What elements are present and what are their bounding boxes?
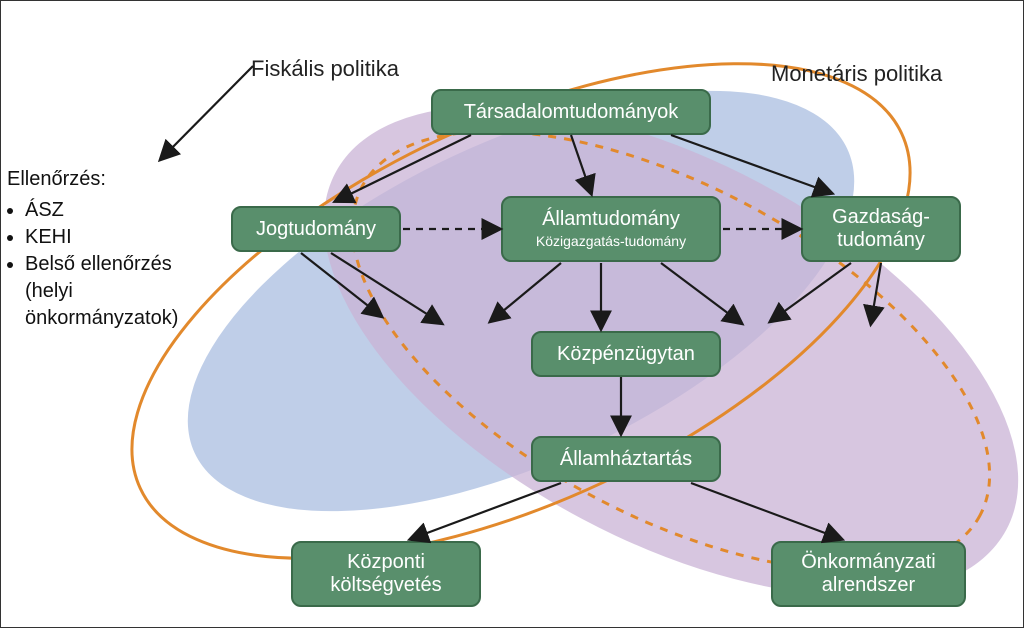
side-item: Belső ellenőrzés (helyi önkormányzatok)	[25, 251, 217, 332]
node-onkormanyzati: Önkormányzati alrendszer	[771, 541, 966, 607]
node-label: Jogtudomány	[256, 218, 376, 241]
label-fiscal: Fiskális politika	[251, 56, 399, 82]
node-label: Központi költségvetés	[330, 551, 441, 597]
label-monetary: Monetáris politika	[771, 61, 942, 87]
side-title: Ellenőrzés:	[7, 166, 217, 193]
node-label: Államtudomány	[542, 208, 680, 231]
node-gazdasag: Gazdaság- tudomány	[801, 196, 961, 262]
side-item: ÁSZ	[25, 197, 217, 224]
node-label: Önkormányzati alrendszer	[801, 551, 936, 597]
node-tarsadalom: Társadalomtudományok	[431, 89, 711, 135]
side-items: ÁSZ KEHI Belső ellenőrzés (helyi önkormá…	[25, 197, 217, 332]
node-sublabel: Közigazgatás-tudomány	[536, 233, 686, 249]
side-item: KEHI	[25, 224, 217, 251]
side-control-list: Ellenőrzés: ÁSZ KEHI Belső ellenőrzés (h…	[7, 166, 217, 332]
node-allamhaz: Államháztartás	[531, 436, 721, 482]
node-label: Társadalomtudományok	[464, 101, 679, 124]
node-label: Államháztartás	[560, 448, 692, 471]
node-label: Közpénzügytan	[557, 343, 695, 366]
node-kozponti: Központi költségvetés	[291, 541, 481, 607]
node-allamtudomany: Államtudomány Közigazgatás-tudomány	[501, 196, 721, 262]
node-kozpenzugy: Közpénzügytan	[531, 331, 721, 377]
node-label: Gazdaság- tudomány	[832, 206, 930, 252]
node-jogtudomany: Jogtudomány	[231, 206, 401, 252]
diagram-canvas: Fiskális politika Monetáris politika Ell…	[0, 0, 1024, 628]
